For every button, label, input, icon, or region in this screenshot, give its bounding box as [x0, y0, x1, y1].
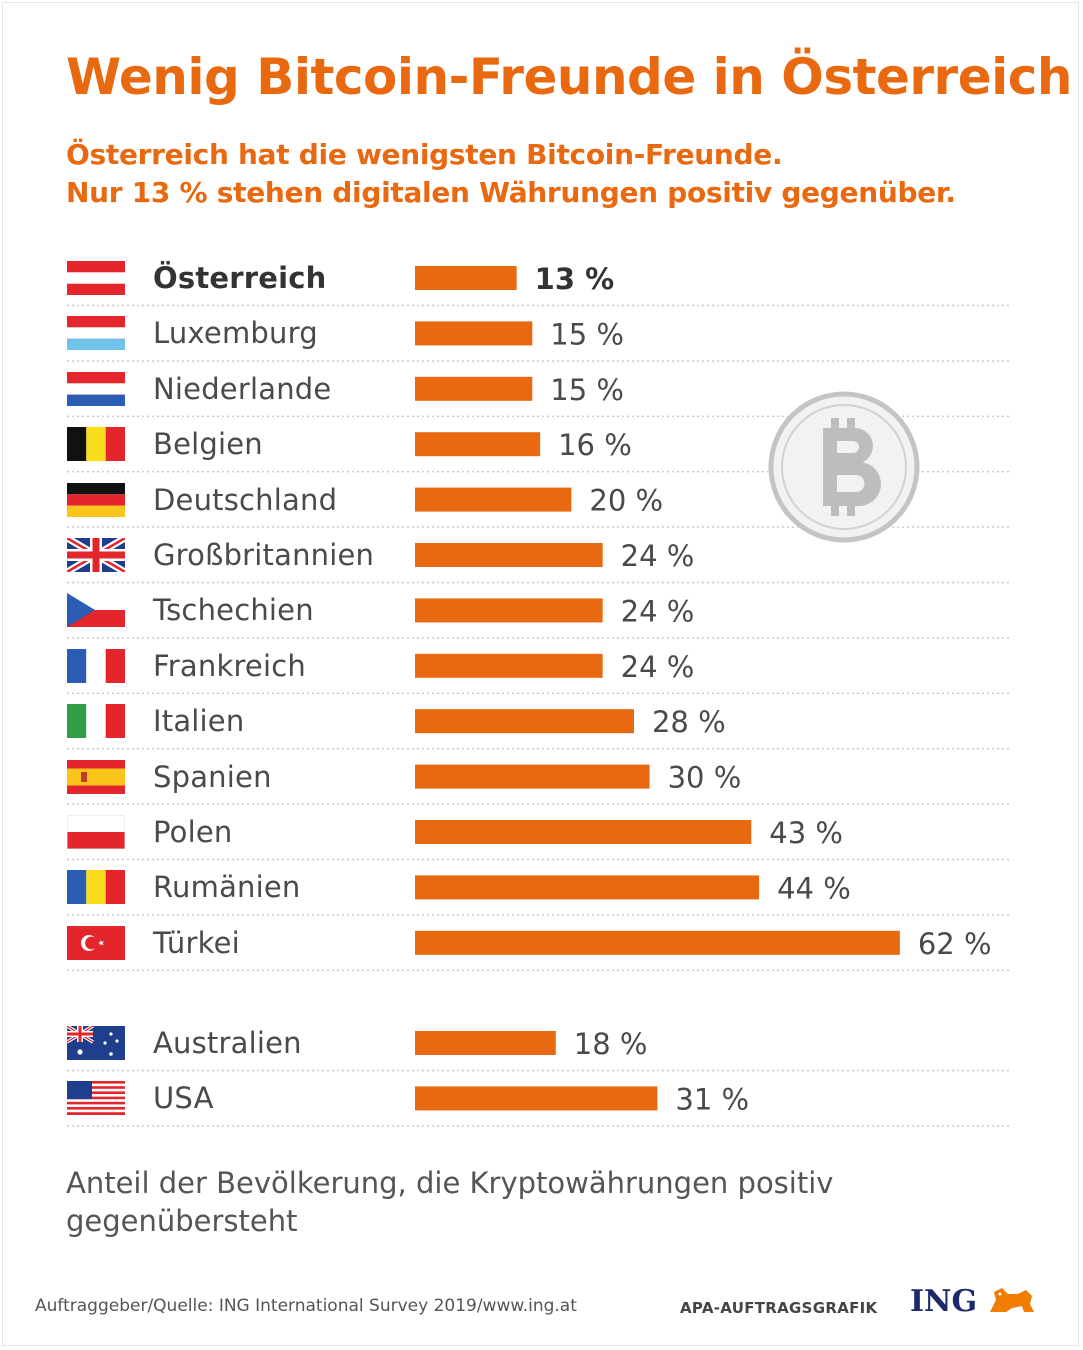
bar-deutschland [415, 487, 572, 512]
spain-flag [67, 759, 125, 794]
value-label: 44 % [777, 871, 851, 905]
bar-usa [415, 1086, 658, 1111]
usa-flag [67, 1081, 125, 1116]
country-label: Spanien [153, 759, 272, 794]
country-label: Türkei [153, 925, 240, 960]
bitcoin-icon [768, 391, 920, 543]
value-label: 28 % [652, 705, 726, 739]
country-label: Polen [153, 815, 233, 849]
czech-flag [67, 593, 125, 628]
luxembourg-flag [67, 316, 125, 351]
value-label: 30 % [668, 761, 742, 795]
country-label: Australien [153, 1026, 302, 1060]
country-label: Tschechien [153, 593, 314, 628]
australia-flag [67, 1026, 125, 1060]
footnote: Anteil der Bevölkerung, die Kryptowährun… [66, 1166, 834, 1238]
bar-australien [415, 1031, 556, 1055]
value-label: 43 % [769, 816, 843, 850]
austria-flag [67, 261, 125, 295]
bar-niederlande [415, 376, 533, 401]
value-label: 15 % [550, 317, 624, 351]
value-label: 31 % [675, 1082, 749, 1116]
value-label: 13 % [535, 262, 615, 296]
country-label: Belgien [153, 427, 263, 462]
lion-icon [990, 1288, 1034, 1312]
bar-großbritannien [415, 543, 603, 567]
ing-logo: ING [910, 1284, 978, 1319]
country-label: Deutschland [153, 482, 338, 517]
country-label: Italien [153, 704, 245, 739]
bar-tschechien [415, 598, 603, 623]
belgium-flag [67, 427, 125, 462]
value-label: 24 % [621, 539, 695, 573]
source-note: Auftraggeber/Quelle: ING International S… [35, 1296, 577, 1316]
country-label: Rumänien [153, 870, 301, 905]
bar-chart: 13 % 15 % 15 % 16 % 20 % 24 % 24 % 24 % 28 % 30 %… [67, 262, 1010, 1127]
subtitle-line-2: Nur 13 % stehen digitalen Währungen posi… [66, 176, 956, 209]
bar-rumänien [415, 875, 760, 900]
bar-spanien [415, 764, 650, 789]
bar-belgien [415, 432, 541, 457]
turkey-flag [67, 925, 125, 960]
germany-flag [67, 482, 125, 517]
value-label: 15 % [550, 373, 624, 407]
value-label: 24 % [621, 650, 695, 684]
agency-label: APA-AUFTRAGSGRAFIK [680, 1299, 878, 1317]
country-label: Großbritannien [153, 538, 375, 572]
uk-flag [67, 538, 125, 572]
page-title: Wenig Bitcoin-Freunde in Österreich [66, 48, 1073, 106]
country-label: Luxemburg [153, 316, 318, 351]
poland-flag [67, 815, 125, 849]
country-label: Frankreich [153, 648, 306, 683]
france-flag [67, 648, 125, 683]
romania-flag [67, 870, 125, 905]
bar-türkei [415, 930, 900, 955]
value-label: 16 % [558, 428, 632, 462]
value-label: 20 % [589, 484, 663, 518]
bar-polen [415, 820, 752, 844]
bar-frankreich [415, 653, 603, 678]
value-label: 18 % [574, 1027, 648, 1061]
value-label: 62 % [918, 927, 992, 961]
bar-österreich [415, 266, 517, 290]
value-label: 24 % [621, 594, 695, 628]
country-label: Niederlande [153, 371, 332, 406]
country-label: USA [153, 1081, 214, 1116]
bar-luxemburg [415, 321, 533, 346]
subtitle-line-1: Österreich hat die wenigsten Bitcoin-Fre… [66, 138, 783, 171]
italy-flag [67, 704, 125, 739]
country-label: Österreich [153, 261, 327, 295]
netherlands-flag [67, 371, 125, 406]
bar-italien [415, 709, 634, 734]
